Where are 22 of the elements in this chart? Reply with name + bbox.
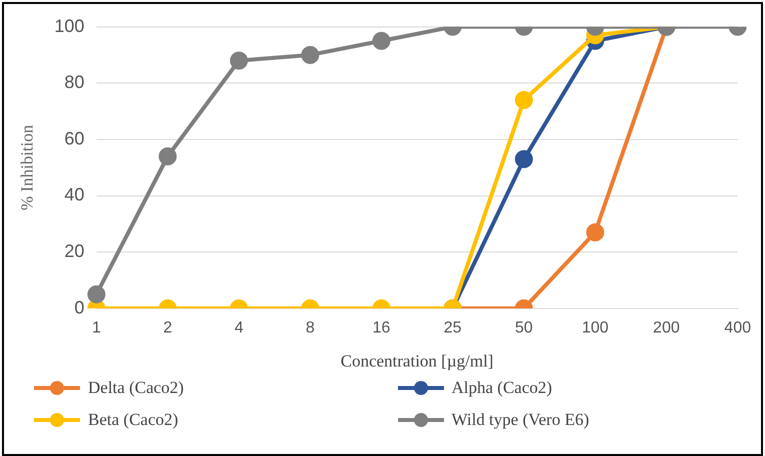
- x-tick-label: 200: [653, 319, 680, 336]
- legend-label: Delta (Caco2): [88, 378, 184, 398]
- y-tick-label: 20: [64, 241, 84, 262]
- x-tick-label: 4: [234, 319, 244, 336]
- x-tick-label: 8: [306, 319, 315, 336]
- y-tick-label: 100: [54, 16, 84, 36]
- x-tick-label: 100: [582, 319, 609, 336]
- y-axis-title: % Inhibition: [18, 124, 37, 210]
- x-tick-label: 1: [92, 319, 101, 336]
- legend-label: Beta (Caco2): [88, 410, 178, 430]
- legend-label: Alpha (Caco2): [452, 378, 552, 398]
- x-tick-label: 2: [163, 319, 172, 336]
- legend-label: Wild type (Vero E6): [452, 410, 590, 430]
- y-tick-label: 0: [74, 297, 84, 318]
- x-axis-title: Concentration [µg/ml]: [340, 351, 494, 370]
- x-tick-label: 50: [515, 319, 533, 336]
- x-tick-label: 16: [372, 319, 390, 336]
- y-tick-label: 60: [64, 128, 84, 148]
- x-tick-label: 400: [724, 319, 752, 336]
- y-tick-label: 80: [64, 72, 84, 92]
- y-tick-label: 40: [64, 184, 84, 205]
- x-tick-label: 25: [444, 319, 462, 336]
